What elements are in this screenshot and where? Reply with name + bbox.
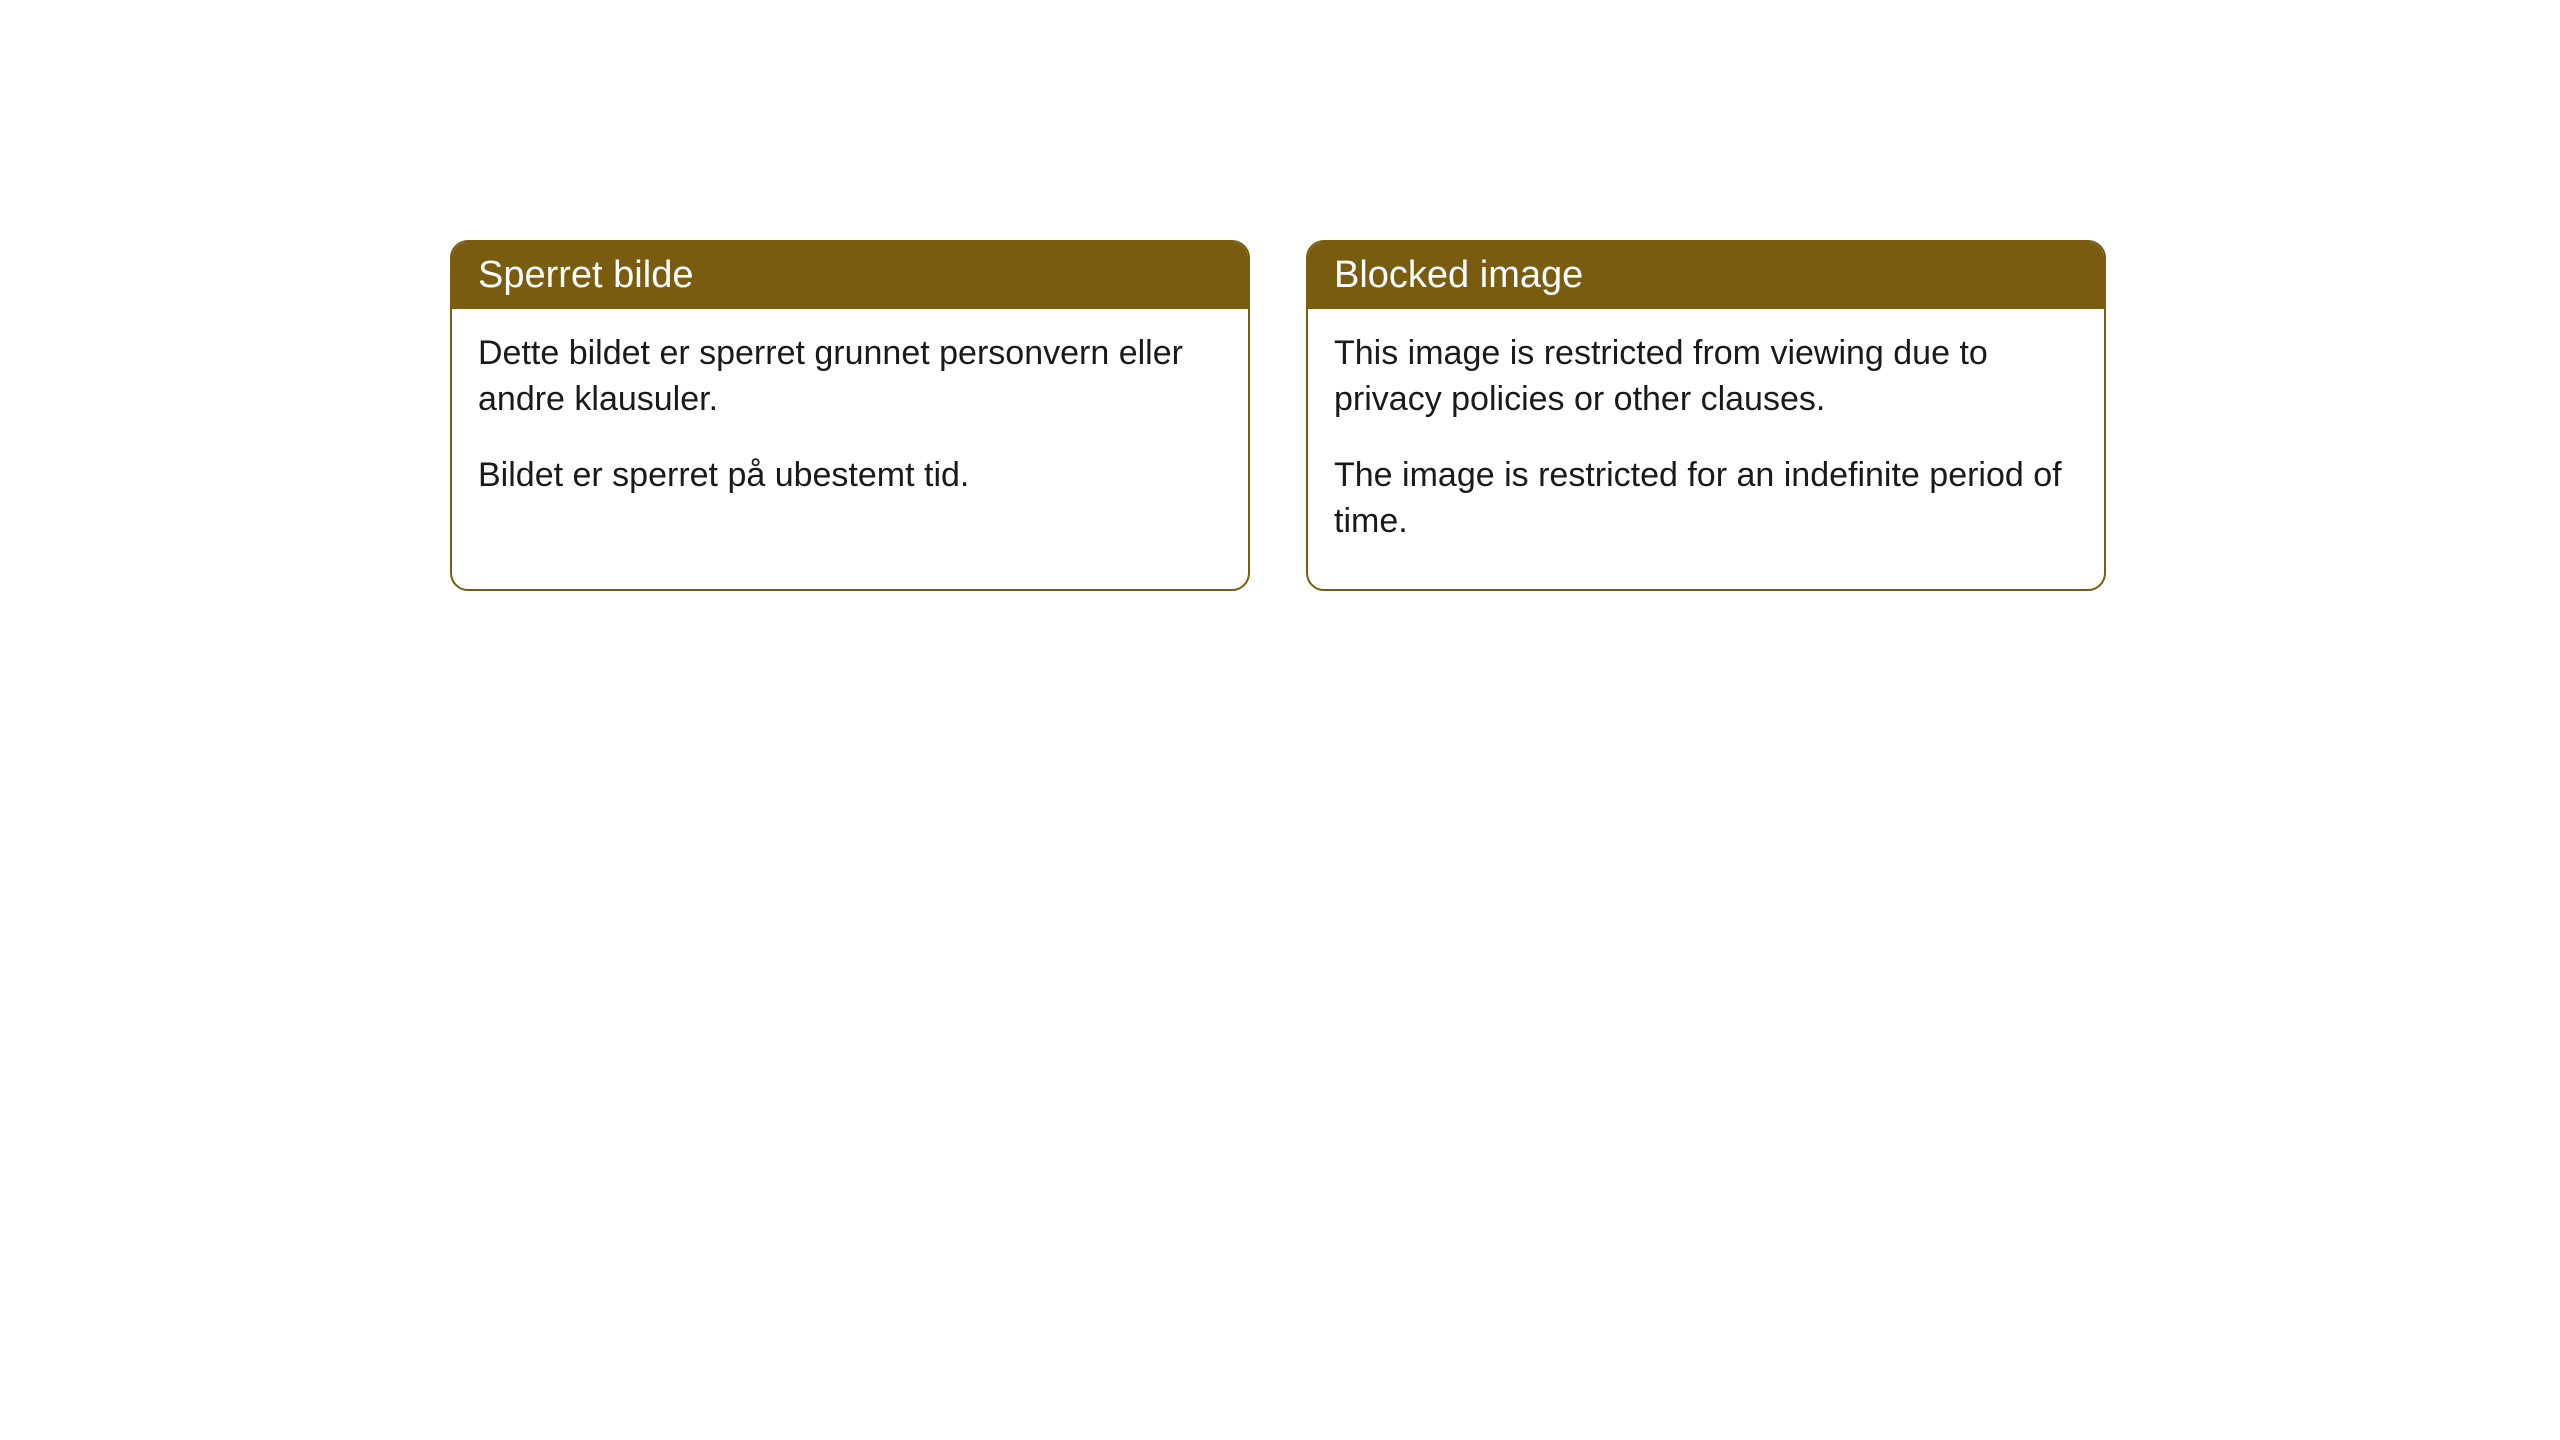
card-title: Sperret bilde [452,242,1248,309]
notice-cards-container: Sperret bilde Dette bildet er sperret gr… [450,240,2560,591]
blocked-image-card-norwegian: Sperret bilde Dette bildet er sperret gr… [450,240,1250,591]
card-paragraph: This image is restricted from viewing du… [1334,331,2078,423]
blocked-image-card-english: Blocked image This image is restricted f… [1306,240,2106,591]
card-body: Dette bildet er sperret grunnet personve… [452,309,1248,543]
card-title: Blocked image [1308,242,2104,309]
card-paragraph: Bildet er sperret på ubestemt tid. [478,453,1222,499]
card-body: This image is restricted from viewing du… [1308,309,2104,589]
card-paragraph: Dette bildet er sperret grunnet personve… [478,331,1222,423]
card-paragraph: The image is restricted for an indefinit… [1334,453,2078,545]
